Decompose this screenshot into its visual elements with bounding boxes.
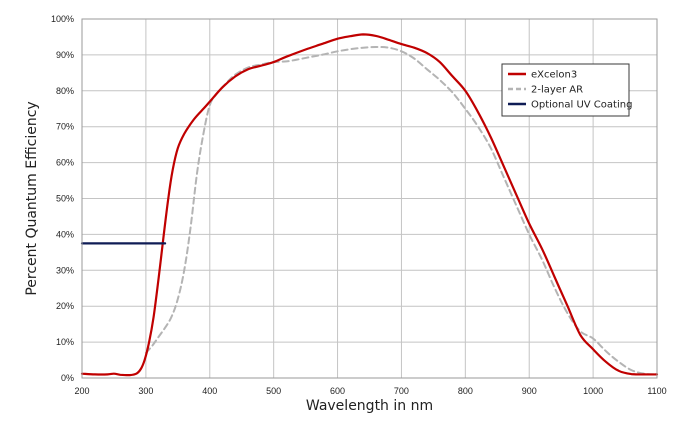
x-tick-label: 200: [74, 386, 89, 396]
y-tick-label: 20%: [56, 301, 74, 311]
y-tick-labels: 0% 10% 20% 30% 40% 50% 60% 70% 80% 90% 100%: [51, 14, 74, 383]
legend-label: eXcelon3: [531, 70, 577, 81]
y-axis-label: Percent Quantum Efficiency: [24, 101, 40, 295]
y-tick-label: 60%: [56, 158, 74, 168]
legend: eXcelon3 2-layer AR Optional UV Coating: [501, 63, 632, 117]
x-tick-label: 900: [522, 386, 537, 396]
x-tick-label: 300: [138, 386, 153, 396]
x-tick-label: 800: [458, 386, 473, 396]
legend-label: 2-layer AR: [531, 85, 583, 96]
series-line-excelon3: [80, 33, 659, 377]
plot-frame: [81, 18, 658, 379]
x-tick-label: 600: [330, 386, 345, 396]
y-tick-label: 40%: [56, 229, 74, 239]
y-tick-label: 50%: [56, 194, 74, 204]
series-line-2-layer-ar: [144, 46, 658, 376]
x-tick-label: 500: [266, 386, 281, 396]
y-tick-label: 100%: [51, 14, 74, 24]
x-tick-label: 400: [202, 386, 217, 396]
x-axis-label: Wavelength in nm: [306, 398, 433, 414]
legend-label: Optional UV Coating: [531, 100, 632, 111]
y-tick-label: 0%: [61, 373, 74, 383]
y-tick-label: 30%: [56, 265, 74, 275]
y-tick-label: 10%: [56, 337, 74, 347]
x-tick-label: 1100: [647, 386, 666, 396]
x-tick-label: 700: [394, 386, 409, 396]
data-series: [80, 33, 659, 377]
legend-box: [501, 63, 630, 117]
x-tick-label: 1000: [583, 386, 603, 396]
x-tick-labels: 200 300 400 500 600 700 800 900 1000 1100: [74, 386, 666, 396]
legend-items: eXcelon3 2-layer AR Optional UV Coating: [508, 70, 632, 111]
y-tick-label: 80%: [56, 86, 74, 96]
y-tick-label: 70%: [56, 122, 74, 132]
y-tick-label: 90%: [56, 50, 74, 60]
